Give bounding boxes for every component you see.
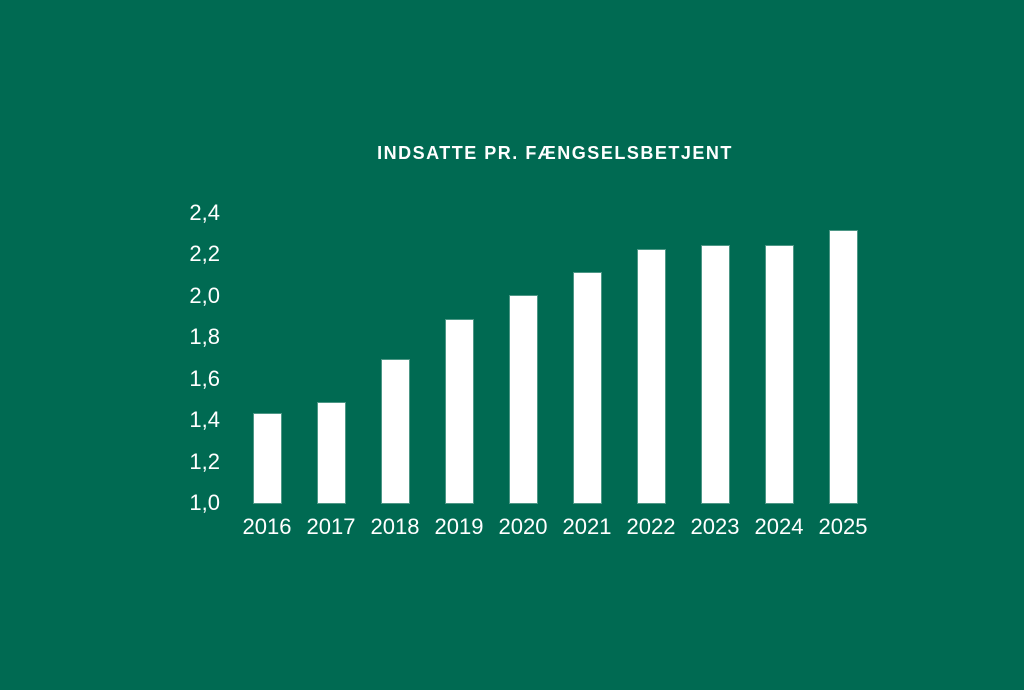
y-tick-label: 1,6 <box>189 365 220 391</box>
bar-2022 <box>637 249 665 503</box>
bar-2025 <box>829 231 857 503</box>
y-tick-label: 2,0 <box>189 282 220 308</box>
bar-2016 <box>253 413 281 503</box>
bar-2018 <box>381 359 409 503</box>
y-tick-label: 1,4 <box>189 407 220 432</box>
y-tick-label: 1,2 <box>189 448 220 474</box>
x-tick-label: 2021 <box>562 514 612 539</box>
bar-2023 <box>701 245 729 503</box>
x-tick-label: 2016 <box>242 514 292 539</box>
x-tick-label: 2024 <box>754 514 804 539</box>
y-tick-label: 2,2 <box>189 241 220 266</box>
bar-2019 <box>445 320 473 503</box>
x-tick-label: 2019 <box>434 514 484 539</box>
bar-2020 <box>509 295 537 503</box>
chart-title: INDSATTE PR. FÆNGSELSBETJENT <box>377 143 733 163</box>
x-tick-label: 2018 <box>370 514 420 539</box>
x-tick-label: 2020 <box>498 514 548 539</box>
bar-2024 <box>765 245 793 503</box>
x-tick-label: 2022 <box>626 514 676 539</box>
y-tick-label: 1,0 <box>189 490 220 515</box>
x-tick-label: 2025 <box>818 514 868 539</box>
y-tick-label: 1,8 <box>189 324 220 349</box>
bar-2021 <box>573 272 601 503</box>
x-tick-label: 2017 <box>306 514 356 539</box>
y-tick-label: 2,4 <box>189 199 220 225</box>
x-tick-label: 2023 <box>690 514 740 539</box>
bar-2017 <box>317 403 345 503</box>
